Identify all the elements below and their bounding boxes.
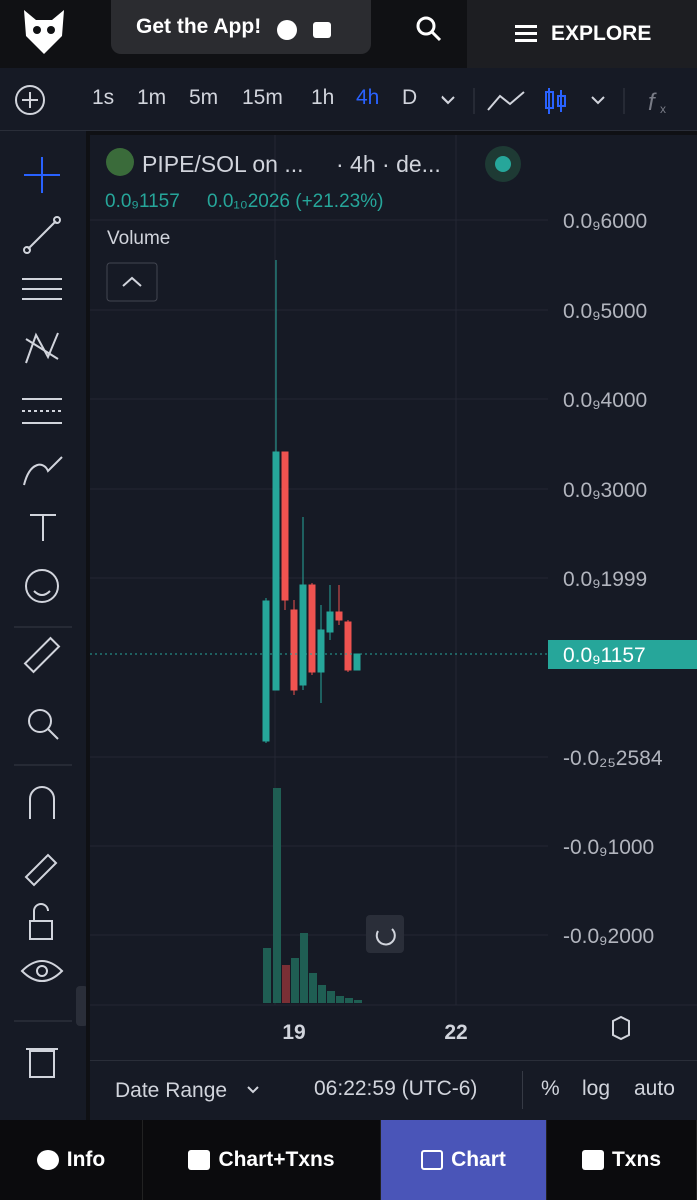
tab-label: Chart [451,1148,506,1171]
tab[interactable]: Info [0,1120,143,1200]
timeframe[interactable]: 4h [356,86,380,109]
svg-text:x: x [660,102,666,114]
price-label: 0.0₉4000 [563,389,647,412]
price-label: 0.0₉3000 [563,479,647,502]
timeframe[interactable]: 1s [92,86,115,109]
logo[interactable] [20,6,68,56]
price-label: 0.0₉6000 [563,210,647,233]
timeframe[interactable]: 5m [189,86,219,109]
date-range-chevron [247,1086,259,1094]
search-icon[interactable] [414,14,444,44]
tab-icon [581,1150,604,1170]
token-icon [106,148,134,176]
bottom-tabs: Info Chart+Txns Chart Txns [0,1120,697,1200]
timeframe[interactable]: 1m [137,86,167,109]
svg-text:f: f [648,89,657,114]
get-app-button[interactable]: Get the App! [111,0,371,54]
price-label: -0.0₉2000 [563,925,654,948]
settings-icon[interactable] [612,1015,630,1041]
tab-icon [421,1150,444,1170]
price-tag [548,640,697,669]
time-label: 19 [282,1021,305,1044]
explore-button[interactable]: EXPLORE [467,0,697,68]
tab[interactable]: Txns [547,1120,697,1200]
grid: 0.0₉6000 0.0₉5000 0.0₉4000 0.0₉3000 0.0₉1999… [90,210,663,948]
clock: 06:22:59 (UTC-6) [314,1077,478,1100]
reset-button[interactable] [366,915,404,953]
volume-bars [263,788,362,1003]
price-label: 0.0₉1999 [563,568,647,591]
collapse-icon [122,276,142,287]
scale-option[interactable]: % [541,1077,560,1100]
menu-icon [515,25,537,42]
price-label: -0.0₂₅2584 [563,747,663,770]
volume-label: Volume [107,228,170,249]
explore-text: EXPLORE [551,22,652,45]
tab-icon [36,1150,59,1170]
ohlc-price: 0.0₉1157 [105,191,180,212]
tab[interactable]: Chart [381,1120,547,1200]
chart-footer: Date Range 06:22:59 (UTC-6) % log auto [90,1060,697,1121]
status-dot [495,156,511,172]
divider [522,1071,523,1109]
tab-label: Chart+Txns [218,1148,335,1171]
chart-svg[interactable]: 0.0₉6000 0.0₉5000 0.0₉4000 0.0₉3000 0.0₉1999… [90,135,697,1060]
date-range[interactable]: Date Range [115,1079,228,1102]
platform-icons [277,20,332,40]
top-bar: Get the App! EXPLORE [0,0,697,68]
scale-option[interactable]: auto [634,1077,675,1100]
tab-icon [188,1150,211,1170]
tab-label: Txns [611,1148,661,1171]
drawing-tools [0,131,88,1120]
collapse-button[interactable] [106,262,158,302]
price-label: -0.0₉1000 [563,836,654,859]
timeframe[interactable]: 1h [311,86,335,109]
add-icon[interactable] [14,84,46,116]
current-price: 0.0₉1157 [563,644,646,667]
tab[interactable]: Chart+Txns [143,1120,381,1200]
tool-icons[interactable] [0,131,88,1120]
interval: · 4h · de... [336,151,441,177]
timeframe[interactable]: 15m [242,86,283,109]
get-app-text: Get the App! [136,15,262,38]
symbol: PIPE/SOL on ... [142,151,304,177]
time-label: 22 [444,1021,467,1044]
chart-panel: 0.0₉6000 0.0₉5000 0.0₉4000 0.0₉3000 0.0₉1999… [90,135,697,1060]
tab-label: Info [66,1148,106,1171]
timeframe[interactable]: D [402,86,418,109]
ohlc-change: 0.0₁₀2026 (+21.23%) [207,191,383,212]
price-label: 0.0₉5000 [563,300,647,323]
reset-icon [375,928,396,946]
scale-option[interactable]: log [582,1077,611,1100]
candles [262,260,361,743]
time-axis: 19 22 [282,1021,467,1044]
